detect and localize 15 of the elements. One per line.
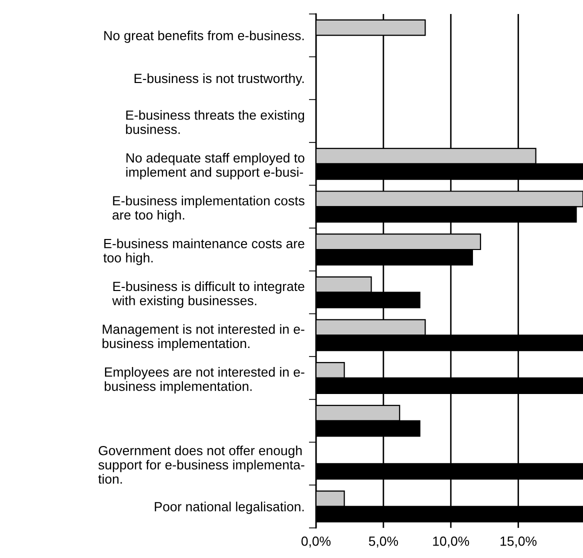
y-tick-label: Government does not offer enough support for e-business implementa- tion. <box>98 446 304 484</box>
x-tick-label: 0,0% <box>301 536 331 548</box>
y-tick-label: E-business is difficult to integrate with existing businesses. <box>112 281 304 308</box>
x-tick-label: 5,0% <box>368 536 398 548</box>
y-tick-label: No adequate staff employed to implement and support e-busi- <box>126 152 304 180</box>
y-tick-label: Management is not interested in e- business implementation. <box>102 324 304 351</box>
y-tick-label: E-business maintenance costs are too high. <box>103 238 304 266</box>
y-tick-label: Employees are not interested in e- business implementation. <box>104 367 304 394</box>
y-tick-label: Poor national legalisation. <box>154 502 304 514</box>
x-tick-label: 15,0% <box>500 536 537 548</box>
y-tick-label: E-business implementation costs are too high. <box>112 196 304 222</box>
x-tick-label: 10,0% <box>433 536 470 548</box>
y-tick-label: No great benefits from e-business. <box>104 30 304 43</box>
y-tick-label: E-business threats the existing business. <box>126 110 304 134</box>
y-tick-label: E-business is not trustworthy. <box>134 73 304 86</box>
